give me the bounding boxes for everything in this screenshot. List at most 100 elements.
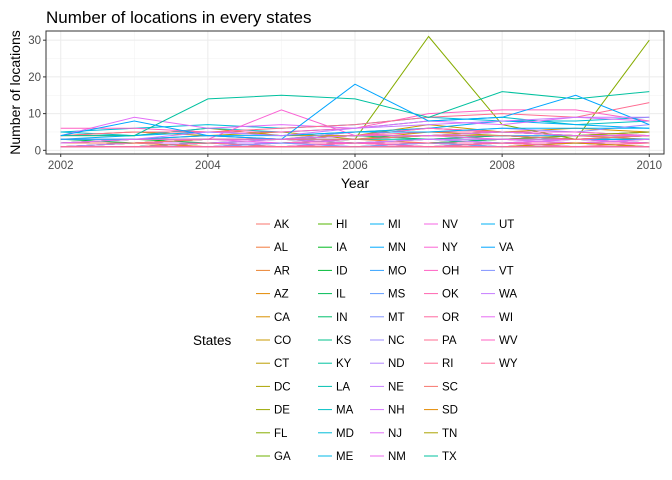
legend-label: TX bbox=[442, 451, 457, 463]
legend-item-oh: OH bbox=[424, 265, 459, 277]
legend-label: NJ bbox=[388, 428, 402, 440]
legend-item-nm: NM bbox=[370, 451, 406, 463]
legend-item-ar: AR bbox=[256, 265, 290, 277]
legend-item-ks: KS bbox=[318, 335, 352, 347]
legend-item-wy: WY bbox=[481, 358, 518, 370]
legend-item-or: OR bbox=[424, 312, 459, 324]
legend-label: PA bbox=[442, 335, 457, 347]
legend-item-nc: NC bbox=[370, 335, 405, 347]
legend-label: FL bbox=[274, 428, 288, 440]
series-line-sc bbox=[60, 135, 650, 144]
legend-label: WI bbox=[499, 312, 513, 324]
y-axis-title: Number of locations bbox=[7, 30, 23, 155]
legend-item-nd: ND bbox=[370, 358, 405, 370]
series-lines bbox=[60, 35, 650, 148]
grid-lines bbox=[46, 31, 664, 154]
y-tick-label: 10 bbox=[28, 109, 41, 121]
legend-label: VA bbox=[499, 242, 514, 254]
legend-item-il: IL bbox=[318, 289, 346, 301]
legend-label: GA bbox=[274, 451, 291, 463]
legend-item-vt: VT bbox=[481, 265, 514, 277]
legend-label: RI bbox=[442, 358, 454, 370]
legend-item-ia: IA bbox=[318, 242, 347, 254]
series-line-wa bbox=[60, 116, 650, 144]
legend-item-mi: MI bbox=[370, 219, 401, 231]
legend-label: UT bbox=[499, 219, 514, 231]
legend-label: TN bbox=[442, 428, 457, 440]
legend-item-ky: KY bbox=[318, 358, 352, 370]
legend-items: AK AL AR AZ CA CO CT DC DE FL GA HI IA ID IL IN KS KY LA MA… bbox=[256, 219, 518, 463]
legend-label: HI bbox=[336, 219, 348, 231]
legend-item-al: AL bbox=[256, 242, 289, 254]
legend-label: LA bbox=[336, 381, 350, 393]
legend-item-ny: NY bbox=[424, 242, 458, 254]
legend-label: DC bbox=[274, 381, 291, 393]
x-axis-ticks: 2002 2004 2006 2008 2010 bbox=[48, 154, 662, 172]
legend-label: AR bbox=[274, 265, 290, 277]
legend-item-ak: AK bbox=[256, 219, 290, 231]
y-tick-label: 0 bbox=[35, 145, 41, 157]
legend-label: OK bbox=[442, 289, 459, 301]
y-tick-label: 20 bbox=[28, 72, 41, 84]
x-tick-label: 2008 bbox=[489, 160, 515, 172]
legend-label: NV bbox=[442, 219, 458, 231]
legend-item-co: CO bbox=[256, 335, 291, 347]
legend-item-la: LA bbox=[318, 381, 350, 393]
legend-item-in: IN bbox=[318, 312, 348, 324]
legend-label: VT bbox=[499, 265, 514, 277]
x-tick-label: 2010 bbox=[636, 160, 662, 172]
legend-label: AK bbox=[274, 219, 290, 231]
legend-label: AZ bbox=[274, 289, 289, 301]
legend-label: OR bbox=[442, 312, 459, 324]
series-line-pa bbox=[60, 102, 650, 137]
legend-label: WY bbox=[499, 358, 518, 370]
x-tick-label: 2006 bbox=[342, 160, 368, 172]
legend-label: IL bbox=[336, 289, 346, 301]
legend-item-mo: MO bbox=[370, 265, 407, 277]
legend-label: NH bbox=[388, 405, 405, 417]
legend-item-wv: WV bbox=[481, 335, 518, 347]
legend-item-sc: SC bbox=[424, 381, 458, 393]
legend-label: WA bbox=[499, 289, 517, 301]
legend-label: MI bbox=[388, 219, 401, 231]
legend-item-ri: RI bbox=[424, 358, 454, 370]
legend-label: OH bbox=[442, 265, 459, 277]
legend-item-hi: HI bbox=[318, 219, 348, 231]
legend-item-nh: NH bbox=[370, 405, 405, 417]
legend-label: WV bbox=[499, 335, 518, 347]
legend-label: MA bbox=[336, 405, 354, 417]
legend-label: SC bbox=[442, 381, 458, 393]
legend-item-ms: MS bbox=[370, 289, 406, 301]
legend-item-ut: UT bbox=[481, 219, 514, 231]
series-line-wi bbox=[60, 131, 650, 144]
legend-item-md: MD bbox=[318, 428, 354, 440]
legend-label: ND bbox=[388, 358, 405, 370]
legend-label: KS bbox=[336, 335, 352, 347]
legend-item-az: AZ bbox=[256, 289, 289, 301]
legend-item-nj: NJ bbox=[370, 428, 402, 440]
legend-item-de: DE bbox=[256, 405, 290, 417]
legend-item-ga: GA bbox=[256, 451, 291, 463]
legend-label: MN bbox=[388, 242, 406, 254]
legend-label: IN bbox=[336, 312, 348, 324]
legend-item-id: ID bbox=[318, 265, 348, 277]
legend-item-wi: WI bbox=[481, 312, 513, 324]
legend-item-ok: OK bbox=[424, 289, 459, 301]
legend-item-wa: WA bbox=[481, 289, 517, 301]
legend-label: ID bbox=[336, 265, 348, 277]
legend-item-ma: MA bbox=[318, 405, 354, 417]
legend-label: KY bbox=[336, 358, 352, 370]
y-tick-label: 30 bbox=[28, 35, 41, 47]
legend-title: States bbox=[193, 333, 232, 348]
legend-label: CA bbox=[274, 312, 290, 324]
legend-item-mt: MT bbox=[370, 312, 405, 324]
legend-item-fl: FL bbox=[256, 428, 288, 440]
legend-item-dc: DC bbox=[256, 381, 291, 393]
legend-label: NC bbox=[388, 335, 405, 347]
legend-item-me: ME bbox=[318, 451, 354, 463]
legend-label: MT bbox=[388, 312, 405, 324]
legend-item-tn: TN bbox=[424, 428, 457, 440]
series-line-tx bbox=[60, 91, 650, 137]
legend-item-mn: MN bbox=[370, 242, 406, 254]
